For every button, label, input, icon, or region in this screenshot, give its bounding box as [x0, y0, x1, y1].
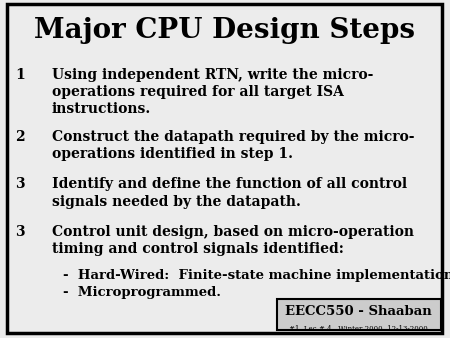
- Text: 2: 2: [15, 130, 25, 144]
- Text: Control unit design, based on micro-operation
timing and control signals identif: Control unit design, based on micro-oper…: [52, 225, 414, 256]
- Text: #1  Lec # 4   Winter 2000  12-13-2000: #1 Lec # 4 Winter 2000 12-13-2000: [289, 325, 428, 333]
- Text: 3: 3: [15, 225, 25, 239]
- Text: Using independent RTN, write the micro-
operations required for all target ISA
i: Using independent RTN, write the micro- …: [52, 68, 373, 116]
- FancyBboxPatch shape: [277, 299, 441, 330]
- Text: Construct the datapath required by the micro-
operations identified in step 1.: Construct the datapath required by the m…: [52, 130, 414, 162]
- Text: -  Microprogrammed.: - Microprogrammed.: [63, 286, 221, 298]
- FancyBboxPatch shape: [7, 4, 442, 333]
- Text: -  Hard-Wired:  Finite-state machine implementation.: - Hard-Wired: Finite-state machine imple…: [63, 269, 450, 282]
- Text: Identify and define the function of all control
signals needed by the datapath.: Identify and define the function of all …: [52, 177, 407, 209]
- Text: Major CPU Design Steps: Major CPU Design Steps: [35, 17, 415, 44]
- Text: EECC550 - Shaaban: EECC550 - Shaaban: [285, 305, 432, 318]
- Text: 3: 3: [15, 177, 25, 191]
- Text: 1: 1: [15, 68, 25, 81]
